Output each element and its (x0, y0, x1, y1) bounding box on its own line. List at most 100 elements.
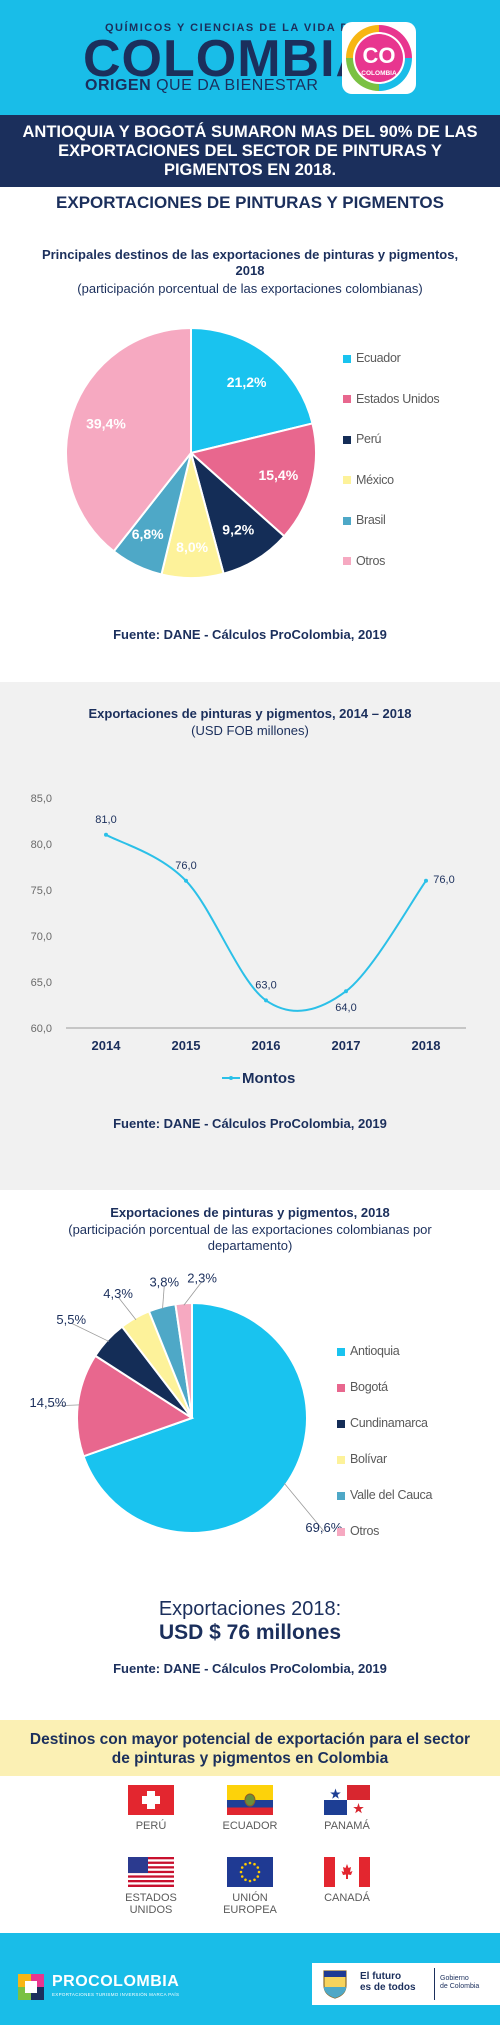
pie-leader-line (71, 1322, 110, 1342)
destinations-title: Destinos con mayor potencial de exportac… (29, 1731, 471, 1767)
pie-data-label: 5,5% (56, 1312, 86, 1327)
legend-label: Brasil (356, 513, 386, 527)
panama-flag-icon (324, 1785, 370, 1815)
legend-swatch (343, 354, 351, 363)
legend-item: Otros (337, 1524, 379, 1538)
legend-label: Otros (350, 1524, 380, 1538)
exports-total-label: Exportaciones 2018: (158, 1598, 342, 1620)
pie2-chart: 69,6% 14,5% 5,5% 4,3% 3,8% 2,3% (29, 1270, 342, 1535)
header-slogan: ORIGEN QUE DA BIENESTAR (85, 77, 318, 95)
pie-data-label: 2,3% (187, 1270, 217, 1285)
data-point (344, 989, 348, 994)
line-chart-panel (0, 682, 500, 1190)
exports-total-value: USD $ 76 millones (158, 1621, 342, 1644)
legend-swatch (343, 557, 351, 566)
data-label: 64,0 (335, 1002, 356, 1014)
line-subtitle: (USD FOB millones) (191, 723, 309, 738)
pie2-subtitle: (participación porcentual de las exporta… (68, 1222, 432, 1253)
data-label: 63,0 (255, 979, 276, 991)
eu-flag-icon (227, 1857, 273, 1887)
pie-slice-antioquia (82, 1301, 308, 1534)
government-name: Gobierno de Colombia (440, 1975, 479, 1991)
colombia-shield-icon (323, 1970, 347, 1999)
destination-peru: PERÚ (106, 1785, 196, 1832)
procolombia-logo-icon (18, 1974, 44, 2000)
y-tick-label: 70,0 (31, 931, 52, 943)
gov-right2: de Colombia (440, 1983, 480, 1990)
legend-label: Otros (356, 553, 386, 568)
x-tick-label: 2016 (252, 1038, 281, 1053)
legend-label: Bogotá (350, 1380, 388, 1394)
pie-slice-otros (174, 1301, 193, 1419)
data-label: 81,0 (95, 814, 116, 826)
legend-item: Brasil (343, 513, 386, 527)
legend-swatch (337, 1347, 345, 1356)
pie1-source: Fuente: DANE - Cálculos ProColombia, 201… (113, 627, 387, 642)
pie-data-label: 3,8% (149, 1275, 179, 1290)
data-point (104, 832, 108, 837)
legend-item: Ecuador (343, 351, 401, 365)
section-title: EXPORTACIONES DE PINTURAS Y PIGMENTOS (56, 193, 444, 212)
pie1-subtitle: (participación porcentual de las exporta… (77, 281, 423, 296)
gov-line1: El futuro (360, 1971, 402, 1982)
pie-leader-line (283, 1483, 325, 1532)
gov-right1: Gobierno (440, 1975, 469, 1982)
header-bar (0, 0, 500, 115)
legend-item: Antioquia (337, 1344, 400, 1358)
legend-swatch (337, 1455, 345, 1464)
legend-label: Antioquia (350, 1344, 400, 1358)
pie-slice-otros (65, 326, 192, 553)
legend-swatch (337, 1491, 345, 1500)
legend-label: México (356, 472, 394, 487)
pie-data-label: 8,0% (176, 539, 208, 555)
co-logo-letters: CO (363, 43, 396, 68)
legend-label: Ecuador (356, 351, 401, 365)
legend-item: Cundinamarca (337, 1416, 428, 1430)
line-chart: 60,0 65,0 70,0 75,0 80,0 85,0 2014 2015 2016 2017… (31, 793, 466, 1087)
legend-swatch (337, 1419, 345, 1428)
destination-label: PANAMÁ (324, 1820, 370, 1832)
legend-swatch (337, 1383, 345, 1392)
legend-label: Estados Unidos (356, 391, 440, 406)
pie-leader-line (162, 1285, 165, 1309)
legend-label: Montos (242, 1070, 295, 1087)
procolombia-brand: PROCOLOMBIA (52, 1973, 180, 1990)
legend-label: Bolívar (350, 1452, 387, 1466)
legend-swatch (343, 516, 351, 525)
slogan-rest: QUE DA BIENESTAR (151, 77, 319, 94)
government-slogan: El futuro es de todos (360, 1971, 416, 1993)
line-source: Fuente: DANE - Cálculos ProColombia, 201… (113, 1116, 387, 1131)
pie-leader-line (47, 1404, 80, 1407)
pie1-chart: 21,2% 15,4% 9,2% 8,0% 6,8% 39,4% (65, 326, 317, 579)
destination-label: ECUADOR (222, 1820, 278, 1832)
y-tick-label: 80,0 (31, 839, 52, 851)
co-logo-text: COLOMBIA (361, 70, 397, 77)
x-tick-label: 2017 (332, 1038, 361, 1053)
x-tick-label: 2014 (92, 1038, 122, 1053)
legend-item: Bogotá (337, 1380, 388, 1394)
y-tick-label: 65,0 (31, 977, 52, 989)
y-tick-label: 85,0 (31, 793, 52, 805)
destination-ecuador: ECUADOR (205, 1785, 295, 1832)
legend-item: Bolívar (337, 1452, 387, 1466)
data-point (424, 878, 428, 883)
slogan-bold: ORIGEN (85, 77, 152, 94)
destination-label: UNIÓN EUROPEA (223, 1892, 277, 1916)
pie-leader-line (117, 1296, 137, 1321)
destination-usa: ESTADOS UNIDOS (106, 1857, 196, 1916)
y-tick-label: 60,0 (31, 1023, 52, 1035)
destination-label: ESTADOS UNIDOS (125, 1892, 177, 1916)
legend-marker (229, 1076, 233, 1080)
destination-canada: CANADÁ (302, 1857, 392, 1904)
x-tick-label: 2018 (412, 1038, 441, 1053)
line-title: Exportaciones de pinturas y pigmentos, 2… (88, 706, 412, 721)
legend-label: Perú (356, 432, 382, 446)
data-label: 76,0 (433, 874, 454, 886)
pie-data-label: 21,2% (227, 374, 267, 390)
pie-data-label: 9,2% (222, 522, 254, 538)
pie2-source: Fuente: DANE - Cálculos ProColombia, 201… (113, 1661, 387, 1676)
destination-label: CANADÁ (324, 1892, 370, 1904)
pie-leader-line (183, 1281, 203, 1306)
legend-swatch (343, 435, 351, 444)
header-country-name: COLOMBIA (83, 30, 375, 88)
